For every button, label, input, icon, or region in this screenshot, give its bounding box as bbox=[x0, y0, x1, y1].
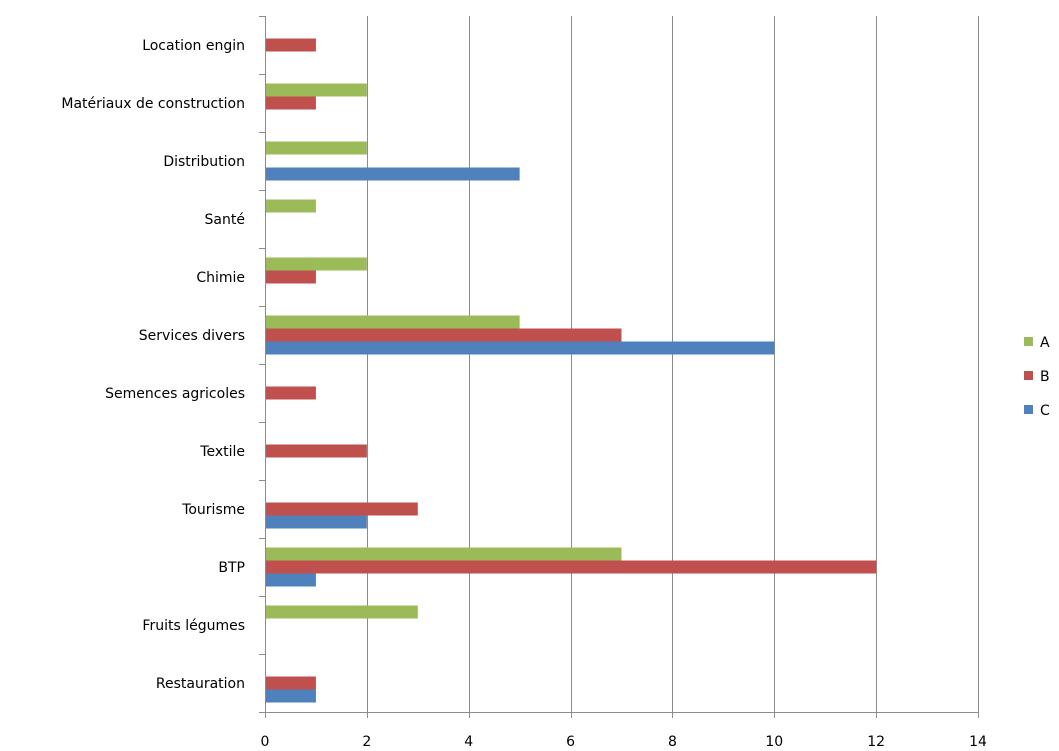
bar-b bbox=[266, 560, 877, 574]
axes bbox=[259, 16, 979, 718]
bar-c bbox=[266, 341, 775, 355]
category-label: Semences agricoles bbox=[105, 386, 245, 402]
bar-b bbox=[266, 386, 316, 400]
x-tick-label: 0 bbox=[261, 734, 270, 750]
category-labels: Location engin Matériaux de construction D… bbox=[61, 38, 245, 692]
category-label: Chimie bbox=[196, 270, 245, 286]
legend-swatch-c bbox=[1024, 405, 1033, 414]
x-tick-label: 12 bbox=[867, 734, 885, 750]
x-tick-label: 4 bbox=[464, 734, 473, 750]
bar-b bbox=[266, 502, 418, 516]
x-tick-label: 6 bbox=[566, 734, 575, 750]
category-label: Santé bbox=[205, 212, 245, 228]
bar-b bbox=[266, 38, 316, 52]
bar-a bbox=[266, 83, 367, 97]
x-tick-label: 2 bbox=[362, 734, 371, 750]
x-tick-label: 14 bbox=[969, 734, 987, 750]
tick-labels: 0 2 4 6 8 10 12 14 bbox=[261, 734, 987, 750]
category-label: Textile bbox=[199, 444, 245, 460]
legend-label: B bbox=[1040, 369, 1050, 385]
bar-b bbox=[266, 96, 316, 110]
category-label: Restauration bbox=[156, 676, 245, 692]
legend-swatch-b bbox=[1024, 371, 1033, 380]
x-tick-label: 10 bbox=[765, 734, 783, 750]
bar-c bbox=[266, 689, 316, 703]
legend-label: A bbox=[1040, 335, 1050, 351]
category-label: Location engin bbox=[142, 38, 245, 54]
category-label: Distribution bbox=[163, 154, 245, 170]
bars bbox=[266, 38, 877, 703]
x-tick-label: 8 bbox=[668, 734, 677, 750]
bar-b bbox=[266, 328, 622, 342]
category-label: Services divers bbox=[139, 328, 245, 344]
bar-c bbox=[266, 515, 367, 529]
category-label: Tourisme bbox=[181, 502, 245, 518]
bar-a bbox=[266, 605, 418, 619]
category-label: Matériaux de construction bbox=[61, 96, 245, 112]
bar-c bbox=[266, 167, 520, 181]
bar-a bbox=[266, 547, 622, 561]
gridlines bbox=[367, 16, 979, 712]
bar-a bbox=[266, 199, 316, 213]
legend-label: C bbox=[1040, 403, 1050, 419]
legend-swatch-a bbox=[1024, 337, 1033, 346]
category-label: BTP bbox=[218, 560, 245, 576]
bar-a bbox=[266, 141, 367, 155]
bar-c bbox=[266, 573, 316, 587]
category-label: Fruits légumes bbox=[142, 618, 245, 634]
bar-a bbox=[266, 257, 367, 271]
bar-b bbox=[266, 270, 316, 284]
bar-a bbox=[266, 315, 520, 329]
bar-b bbox=[266, 444, 367, 458]
legend: A B C bbox=[1024, 335, 1050, 419]
bar-b bbox=[266, 676, 316, 690]
